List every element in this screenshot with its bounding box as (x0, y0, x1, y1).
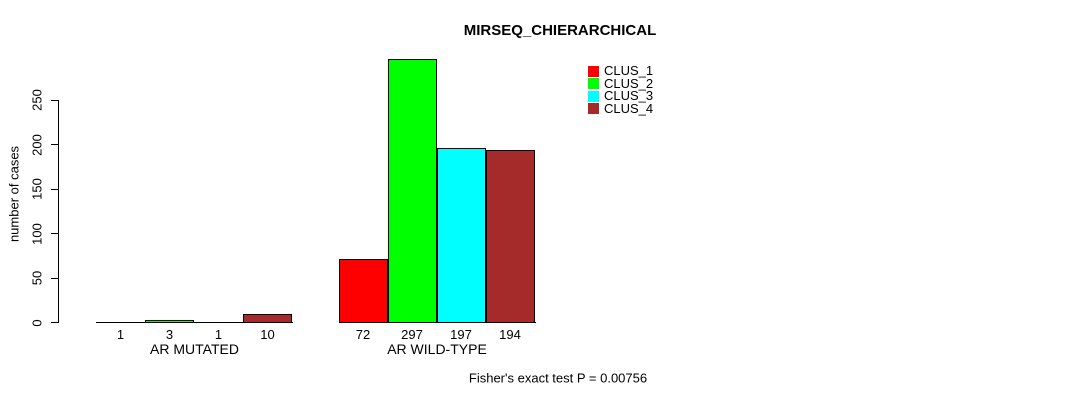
bar-value-label: 297 (401, 327, 423, 342)
chart-title: MIRSEQ_CHIERARCHICAL (463, 22, 657, 39)
legend-label: CLUS_3 (604, 88, 654, 103)
legend-color-swatch (588, 103, 599, 115)
bar-clus_4-group2 (485, 150, 535, 323)
group-baseline (338, 322, 536, 323)
y-axis-label: number of cases (6, 145, 22, 243)
bar-value-label: 72 (355, 327, 371, 342)
legend-color-swatch (588, 90, 599, 102)
annotation-text: Fisher's exact test P = 0.00756 (468, 370, 648, 386)
legend-label: CLUS_2 (604, 75, 654, 91)
y-tick-mark (51, 144, 58, 145)
x-category-label: AR WILD-TYPE (387, 341, 487, 357)
y-axis-line (58, 100, 59, 323)
bar-value-label: 10 (260, 327, 275, 342)
y-tick-label: 200 (29, 133, 45, 156)
bar-clus_3-group2 (436, 148, 486, 323)
bar-clus_2-group2 (387, 59, 437, 323)
legend-item-clus_2: CLUS_2 (588, 75, 654, 91)
bar-value-label: 1 (116, 327, 125, 342)
legend-color-swatch (588, 65, 599, 77)
bar-value-label: 1 (214, 327, 223, 342)
legend-label: CLUS_1 (604, 63, 654, 78)
y-tick-mark (51, 233, 58, 234)
legend-color-swatch (588, 78, 599, 90)
y-tick-label: 250 (29, 89, 45, 111)
bar-clus_1-group2 (338, 259, 388, 323)
x-category-label: AR MUTATED (150, 341, 239, 357)
legend-item-clus_3: CLUS_3 (588, 88, 654, 103)
group-baseline (96, 322, 293, 323)
legend-label: CLUS_4 (604, 100, 654, 116)
y-tick-label: 150 (29, 178, 45, 200)
y-tick-mark (51, 99, 58, 101)
y-tick-mark (51, 322, 58, 323)
bar-value-label: 194 (499, 327, 521, 342)
bar-value-label: 197 (450, 327, 472, 342)
y-tick-mark (51, 277, 58, 279)
y-tick-label: 0 (29, 318, 45, 327)
legend-item-clus_1: CLUS_1 (588, 63, 654, 78)
bar-value-label: 3 (165, 327, 174, 342)
y-tick-label: 100 (29, 222, 45, 245)
y-tick-label: 50 (29, 270, 45, 286)
y-tick-mark (51, 188, 58, 190)
legend: CLUS_1 CLUS_2 CLUS_3 CLUS_4 (588, 63, 654, 116)
legend-item-clus_4: CLUS_4 (588, 100, 654, 116)
